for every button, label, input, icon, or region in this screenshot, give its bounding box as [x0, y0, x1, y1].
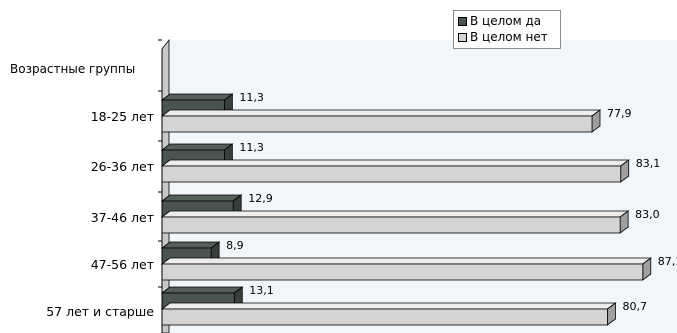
plot-back-wall [169, 40, 677, 333]
data-label: 8,9 [226, 239, 244, 252]
data-label: 11,3 [239, 141, 264, 154]
bar-top-face [160, 210, 630, 218]
data-label: 87,1 [658, 255, 677, 268]
bar-top-face [160, 93, 234, 101]
legend-swatch-yes [458, 16, 467, 26]
legend: В целом да В целом нет [453, 10, 561, 49]
bar-front-face [161, 308, 608, 326]
category-axis [158, 39, 163, 333]
data-label: 77,9 [607, 107, 632, 120]
bar-front-face [161, 263, 644, 281]
legend-item-no: В целом нет [454, 29, 560, 45]
data-label: 12,9 [248, 192, 273, 205]
bar-no [160, 109, 602, 133]
category-label: 47-56 лет [90, 257, 154, 272]
data-label: 83,0 [635, 208, 660, 221]
data-label: 80,7 [622, 300, 647, 313]
bar-no [160, 257, 652, 281]
category-label: 26-36 лет [90, 159, 154, 174]
legend-label-yes: В целом да [470, 14, 542, 28]
legend-label-no: В целом нет [470, 30, 548, 44]
bar-top-face [160, 109, 602, 117]
bars-layer: 11,3 77,9 11,3 83,1 12,9 83,0 8,9 87,1 13,1 80,7 [160, 91, 677, 326]
data-label: 11,3 [239, 91, 264, 104]
bar-no [160, 302, 617, 326]
y-axis-title: Возрастные группы [10, 62, 136, 76]
bar-no [160, 159, 630, 183]
bar-top-face [160, 241, 221, 249]
bar-no [160, 210, 630, 234]
category-label: 18-25 лет [90, 109, 154, 124]
bar-front-face [161, 165, 622, 183]
data-label: 13,1 [249, 284, 274, 297]
bar-top-face [160, 143, 234, 151]
bar-top-face [160, 286, 244, 294]
bar-top-face [160, 194, 243, 202]
bar-top-face [160, 302, 617, 310]
bar-front-face [161, 216, 621, 234]
category-label: 37-46 лет [90, 210, 154, 225]
category-label: 57 лет и старше [46, 304, 154, 319]
bar-top-face [160, 257, 652, 265]
bar-front-face [161, 115, 593, 133]
data-label: 83,1 [636, 157, 661, 170]
legend-item-yes: В целом да [454, 13, 560, 29]
legend-swatch-no [458, 32, 467, 42]
bar-top-face [160, 159, 630, 167]
